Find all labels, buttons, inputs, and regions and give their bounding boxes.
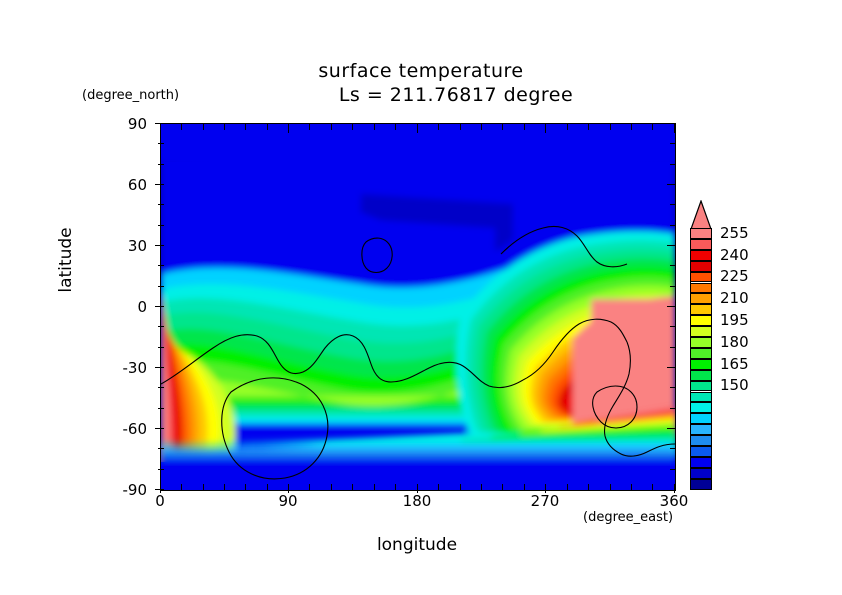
colorbar-band <box>690 478 712 490</box>
x-tick-label: 0 <box>155 492 165 510</box>
x-tick-label: 180 <box>402 492 432 510</box>
x-axis-title: longitude <box>376 535 458 555</box>
chart-subtitle: Ls = 211.76817 degree <box>338 84 574 106</box>
colorbar-band <box>690 413 712 425</box>
colorbar-band <box>690 402 712 414</box>
colorbar-band <box>690 446 712 457</box>
colorbar-band <box>690 380 712 392</box>
colorbar-band <box>690 456 712 468</box>
y-tick-label: -30 <box>122 359 148 377</box>
colorbar-tick-label: 210 <box>720 289 749 308</box>
x-tick-label: 90 <box>278 492 298 510</box>
y-tick-label: -90 <box>122 481 148 499</box>
colorbar-tick-label: 225 <box>720 267 749 286</box>
chart-title: surface temperature <box>318 60 524 82</box>
colorbar-tick-label: 180 <box>720 332 749 351</box>
y-axis-title: latitude <box>56 227 76 293</box>
colorbar-band <box>690 369 712 381</box>
colorbar-band <box>690 260 712 272</box>
colorbar-band <box>690 238 712 250</box>
colorbar-band <box>690 271 712 283</box>
colorbar-band <box>690 249 712 261</box>
y-tick-label: 60 <box>127 176 147 194</box>
x-tick-label: 270 <box>530 492 560 510</box>
y-axis-units: (degree_north) <box>82 88 180 103</box>
y-tick-label: -60 <box>122 420 148 438</box>
colorbar-band <box>690 358 712 370</box>
colorbar-band <box>690 293 712 305</box>
north-cold-region <box>161 124 675 271</box>
y-tick-label: 0 <box>137 298 147 316</box>
colorbar-tick-label: 165 <box>720 354 749 373</box>
temperature-field <box>161 124 675 490</box>
temperature-map-plot <box>160 123 676 491</box>
colorbar-band <box>690 304 712 316</box>
colorbar-tick-label: 255 <box>720 223 749 242</box>
colorbar-tick-label: 150 <box>720 376 749 395</box>
colorbar-tick-label: 240 <box>720 245 749 264</box>
colorbar-band <box>690 467 712 479</box>
y-tick-label: 30 <box>127 237 147 255</box>
contour-fill-layer <box>161 124 675 490</box>
colorbar-band <box>690 228 712 239</box>
colorbar-band <box>690 347 712 359</box>
colorbar-band <box>690 391 712 403</box>
x-axis-units: (degree_east) <box>583 510 674 525</box>
colorbar-band <box>690 424 712 436</box>
colorbar-band <box>690 326 712 337</box>
y-tick-label: 90 <box>127 115 147 133</box>
colorbar-band <box>690 315 712 327</box>
x-tick-label: 360 <box>659 492 689 510</box>
colorbar-band <box>690 282 712 294</box>
topography-contours <box>161 225 675 480</box>
colorbar-band <box>690 435 712 446</box>
colorbar-band <box>690 337 712 348</box>
colorbar-extend-arrow <box>690 200 712 230</box>
colorbar-tick-label: 195 <box>720 311 749 329</box>
